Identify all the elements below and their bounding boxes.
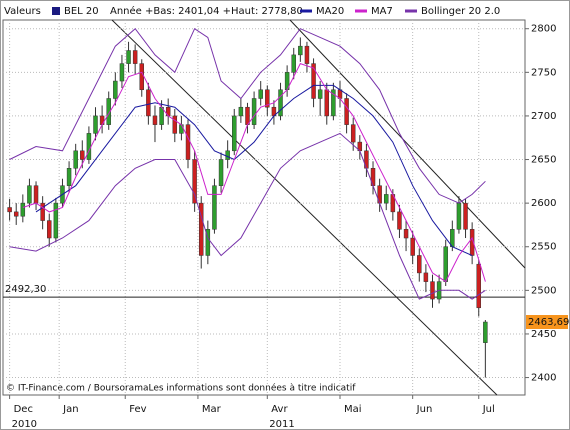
candle-body xyxy=(40,202,45,221)
candle-body xyxy=(53,202,59,239)
candle-body xyxy=(126,50,131,64)
trend-line xyxy=(289,19,526,269)
candle-body xyxy=(251,98,257,125)
candle-body xyxy=(265,89,270,108)
candle-body xyxy=(317,89,323,99)
candle-body xyxy=(238,106,244,117)
y-tick-label: 2750 xyxy=(531,67,556,78)
candle-body xyxy=(119,63,125,82)
series-name: BEL 20 xyxy=(64,6,99,17)
y-tick-label: 2500 xyxy=(531,285,556,296)
candle-body xyxy=(417,255,422,274)
last-price-box xyxy=(526,315,568,330)
candle-body xyxy=(20,202,26,217)
indicator-line xyxy=(22,62,486,283)
candle-body xyxy=(106,98,111,125)
legend-label: Bollinger 20 2.0 xyxy=(421,6,500,17)
candle-body xyxy=(66,168,72,186)
series-swatch xyxy=(52,7,60,15)
candle-body xyxy=(430,281,435,300)
x-tick-label: Jun xyxy=(416,404,433,415)
candle-body xyxy=(344,98,349,125)
candle-body xyxy=(47,220,52,239)
candle-body xyxy=(13,211,19,217)
y-tick-label: 2450 xyxy=(531,329,556,340)
x-tick-label: Fev xyxy=(129,404,146,415)
candle-body xyxy=(331,89,336,117)
candle-body xyxy=(205,229,211,256)
candle-body xyxy=(86,133,92,160)
candle-body xyxy=(198,202,204,256)
indicator-line xyxy=(35,84,473,256)
candle-body xyxy=(245,106,250,125)
x-tick-label: Jan xyxy=(62,404,78,415)
year-label: 2010 xyxy=(12,419,37,430)
candle-body xyxy=(350,124,356,143)
candle-body xyxy=(146,89,151,117)
candle-body xyxy=(73,150,78,169)
candle-body xyxy=(225,150,230,160)
candle-body xyxy=(179,124,184,134)
candle-body xyxy=(469,229,475,256)
candle-body xyxy=(218,159,224,186)
trend-line xyxy=(111,19,498,396)
candle-body xyxy=(384,194,389,204)
candle-body xyxy=(139,63,144,91)
header-label: Valeurs xyxy=(4,6,41,17)
candle-body xyxy=(152,115,158,125)
candle-body xyxy=(278,89,283,117)
y-tick-label: 2650 xyxy=(531,155,556,166)
candle-body xyxy=(212,185,217,230)
plot-frame xyxy=(2,19,526,396)
candle-body xyxy=(403,229,409,239)
candle-body xyxy=(258,89,263,99)
x-tick-label: Mai xyxy=(344,404,362,415)
candle-body xyxy=(232,115,237,152)
candle-body xyxy=(185,124,191,160)
candle-body xyxy=(456,202,462,230)
legend-label: MA7 xyxy=(371,6,393,17)
candle-body xyxy=(298,45,303,56)
y-tick-label: 2400 xyxy=(531,373,556,384)
candle-body xyxy=(324,89,330,117)
x-tick-label: Jul xyxy=(482,404,495,415)
candle-body xyxy=(304,45,310,64)
stats: Année +Bas: 2401,04 +Haut: 2778,80 xyxy=(110,5,303,17)
candle-body xyxy=(291,54,296,73)
indicator-line xyxy=(9,27,486,204)
candle-body xyxy=(172,115,178,134)
last-price-label: 2463,69 xyxy=(528,317,569,328)
indicator-line xyxy=(9,132,486,300)
candle-body xyxy=(410,237,415,256)
candle-body xyxy=(113,80,118,99)
candle-body xyxy=(27,185,32,204)
y-tick-label: 2600 xyxy=(531,198,556,209)
candle-body xyxy=(443,246,448,282)
y-tick-label: 2800 xyxy=(531,24,556,35)
footer: © IT-Finance.com / BoursoramaLes informa… xyxy=(6,383,356,394)
candle-body xyxy=(33,185,39,204)
y-tick-label: 2550 xyxy=(531,242,556,253)
legend-label: MA20 xyxy=(316,6,344,17)
candle-body xyxy=(93,115,98,134)
legend: MA20 MA7 Bollinger 20 2.0 xyxy=(300,6,500,17)
candle-body xyxy=(397,211,402,230)
candle-body xyxy=(311,63,316,99)
candle-body xyxy=(7,207,12,213)
candle-body xyxy=(483,321,488,343)
x-tick-label: Dec xyxy=(14,404,33,415)
candle-body xyxy=(463,202,468,230)
candle-body xyxy=(423,272,429,282)
x-tick-label: Avr xyxy=(271,404,288,415)
y-tick-label: 2700 xyxy=(531,111,556,122)
year-label: 2011 xyxy=(269,419,294,430)
x-tick-label: Mar xyxy=(202,404,222,415)
reference-label: 2492,30 xyxy=(5,284,46,295)
candle-body xyxy=(476,263,481,309)
candle-body xyxy=(192,159,197,204)
candle-body xyxy=(80,150,85,160)
candle-body xyxy=(132,50,138,64)
